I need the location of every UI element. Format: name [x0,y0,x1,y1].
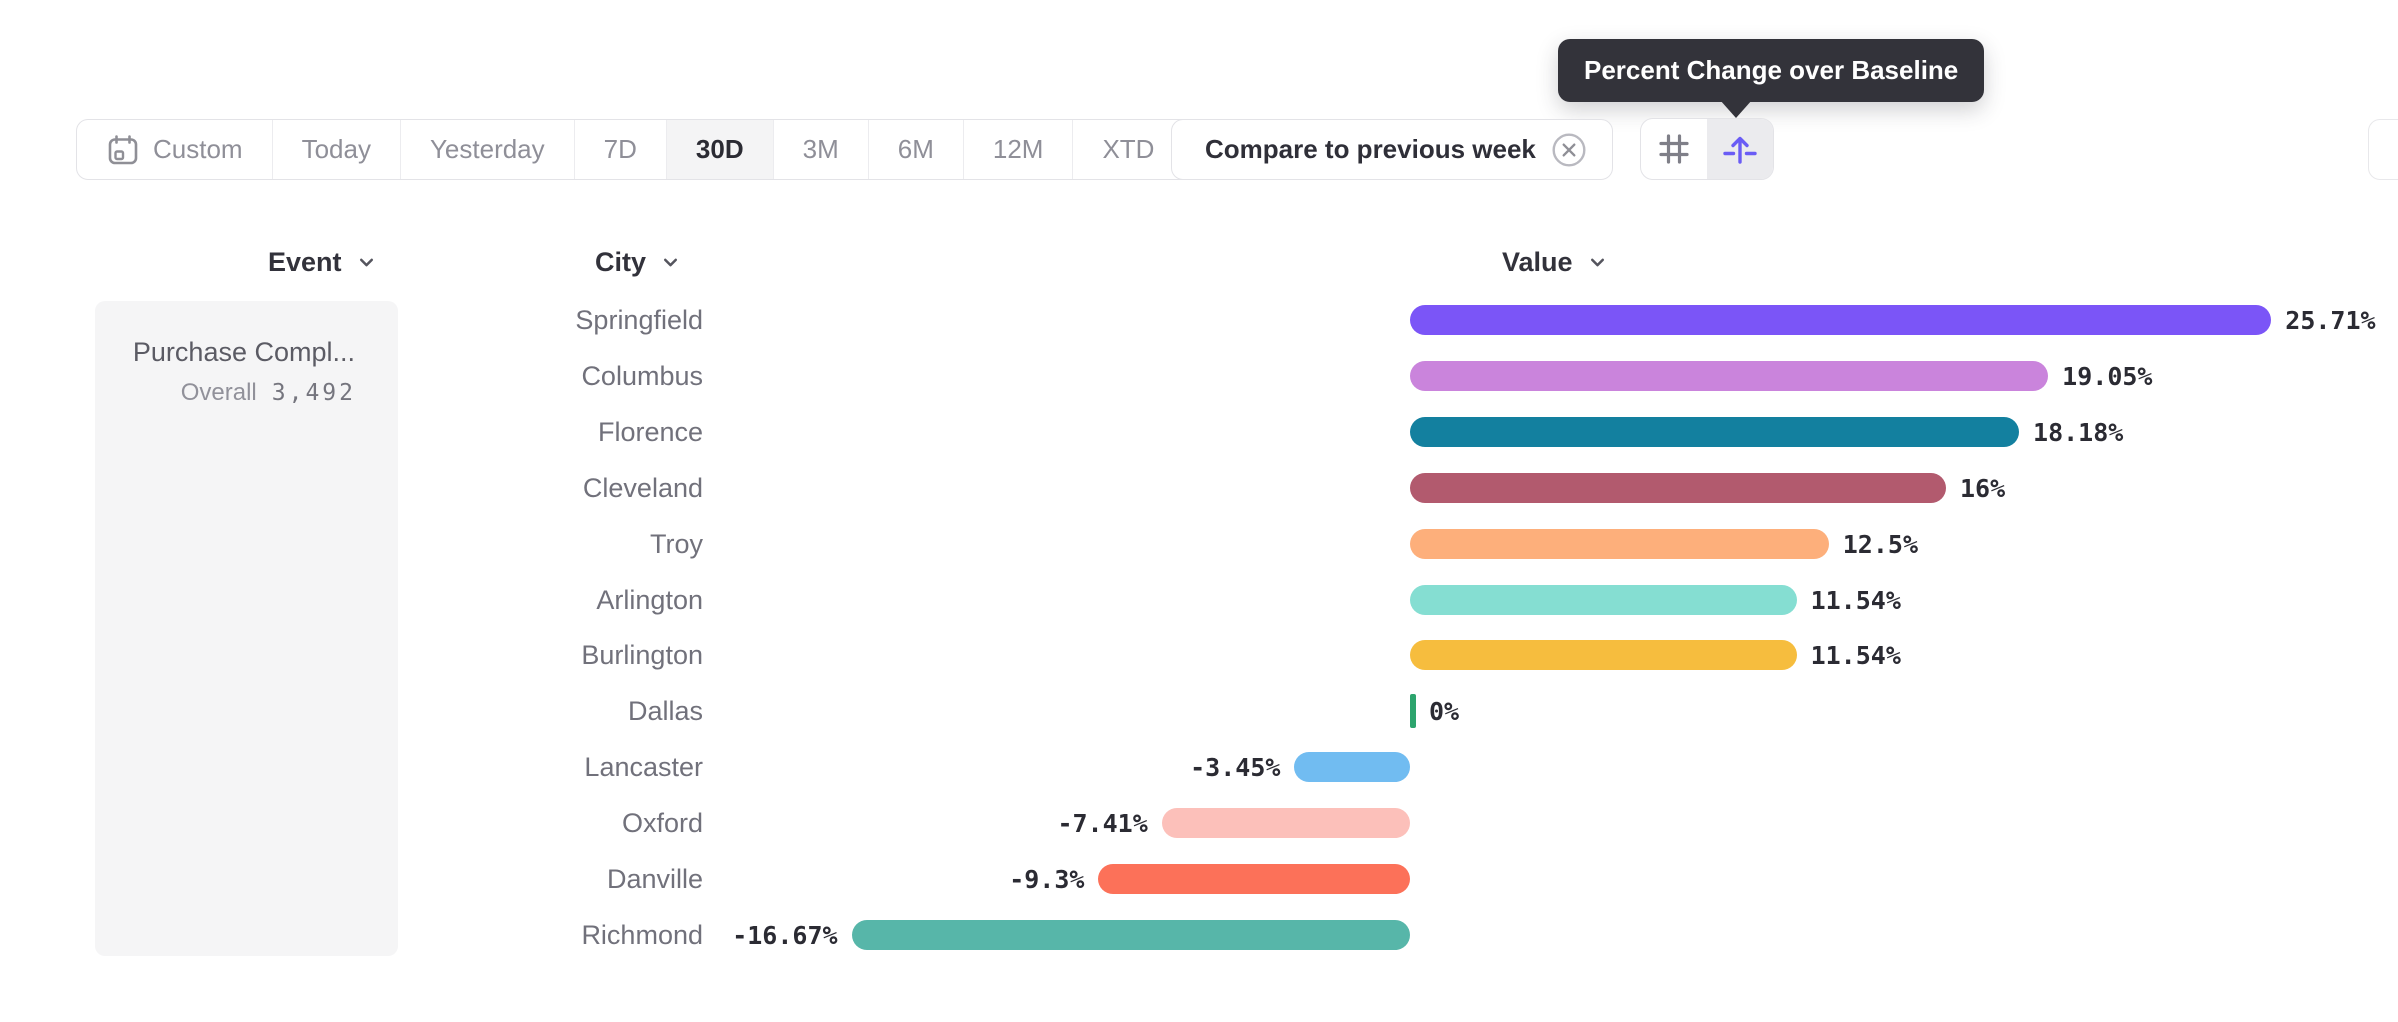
chart-row: Oxford -7.41% [440,795,2398,851]
range-yesterday[interactable]: Yesterday [401,120,575,179]
clipped-edge-button[interactable] [2368,119,2398,180]
event-name: Purchase Compl... [132,337,355,367]
bar[interactable] [1410,472,1946,503]
compare-button[interactable]: Compare to previous week [1171,119,1613,180]
range-6m[interactable]: 6M [869,120,964,179]
arrow-over-baseline-icon [1720,129,1760,169]
bar[interactable] [851,919,1410,950]
chart-row: Florence 18.18% [440,404,2398,460]
chevron-down-icon [1587,252,1608,273]
value-label: -16.67% [732,920,838,950]
city-label: Oxford [621,808,703,839]
column-header-value-label: Value [1502,246,1573,277]
bar[interactable] [1410,360,2049,391]
bar[interactable] [1294,752,1410,783]
column-header-value[interactable]: Value [1502,245,1608,279]
calendar-icon [106,133,140,167]
city-label: Danville [606,864,703,894]
chart-row: Cleveland 16% [440,460,2398,516]
bar[interactable] [1410,640,1797,671]
value-label: 18.18% [2033,417,2124,447]
chart-row: Burlington 11.54% [440,627,2398,683]
bar[interactable] [1410,305,2272,335]
column-header-city-label: City [595,246,647,277]
view-toggle-group [1640,118,1774,180]
city-label: Cleveland [582,472,703,503]
range-7d[interactable]: 7D [575,120,667,179]
range-30d[interactable]: 30D [666,120,774,179]
city-label: Springfield [575,305,703,335]
circle-x-icon[interactable] [1551,132,1587,168]
column-header-event[interactable]: Event [268,245,377,279]
range-label: 6M [897,134,934,164]
tooltip-arrow [1720,100,1752,118]
city-label: Dallas [627,696,703,727]
chart-row: Dallas 0% [440,683,2398,739]
date-range-group: Custom Today Yesterday 7D 30D 3M 6M 12M XTD [76,119,1219,180]
bar[interactable] [1410,528,1829,559]
value-label: 16% [1960,473,2006,503]
bar[interactable] [1410,584,1797,615]
chart-row: Columbus 19.05% [440,348,2398,404]
range-label: 30D [695,134,744,164]
value-label: 25.71% [2285,306,2376,335]
range-label: 7D [603,134,637,164]
chevron-down-icon [356,252,377,273]
grid-view-button[interactable] [1641,119,1707,179]
chevron-down-icon [660,252,681,273]
range-custom[interactable]: Custom [77,120,273,179]
city-label: Troy [650,528,703,559]
event-overall-metric: Overall 3,492 [181,379,356,407]
tooltip-text: Percent Change over Baseline [1584,55,1959,85]
hash-grid-icon [1655,130,1693,168]
metric-label: Overall [180,379,257,406]
metric-value: 3,492 [271,380,356,406]
chart-row: Danville -9.3% [440,851,2398,907]
value-label: 11.54% [1810,585,1901,615]
city-label: Richmond [581,919,703,950]
value-label: -9.3% [1009,865,1085,894]
value-label: -3.45% [1190,753,1281,783]
bar-chart: Springfield 25.71% Columbus 19.05% Florence 1… [440,292,2398,964]
city-label: Burlington [581,640,703,671]
bar[interactable] [1098,864,1410,894]
tooltip: Percent Change over Baseline [1558,39,1985,102]
percent-change-baseline-button[interactable] [1707,119,1773,179]
value-label: 12.5% [1842,529,1919,559]
range-label: XTD [1102,134,1155,164]
chart-row: Lancaster -3.45% [440,739,2398,795]
value-label: 19.05% [2062,361,2153,391]
chart-row: Springfield 25.71% [440,292,2398,348]
range-label: Custom [153,134,243,164]
city-label: Lancaster [584,752,703,783]
city-label: Florence [597,416,703,447]
compare-label: Compare to previous week [1205,134,1536,164]
city-label: Columbus [581,360,703,391]
range-label: 3M [802,134,839,164]
chart-row: Richmond -16.67% [440,907,2398,963]
column-header-city[interactable]: City [595,245,681,279]
event-legend-card[interactable]: Purchase Compl... Overall 3,492 [95,301,398,956]
bar[interactable] [1161,808,1410,839]
column-header-event-label: Event [268,246,342,277]
value-label: -7.41% [1057,809,1148,839]
range-label: 12M [992,134,1044,164]
chart-row: Troy 12.5% [440,516,2398,572]
bar[interactable] [1410,416,2020,447]
chart-row: Arlington 11.54% [440,572,2398,628]
city-label: Arlington [596,584,703,615]
value-label: 0% [1429,697,1460,727]
range-today[interactable]: Today [273,120,401,179]
value-label: 11.54% [1810,641,1901,671]
range-label: Yesterday [429,134,545,164]
bar[interactable] [1410,694,1416,729]
range-label: Today [301,134,371,164]
range-3m[interactable]: 3M [774,120,869,179]
range-12m[interactable]: 12M [964,120,1074,179]
